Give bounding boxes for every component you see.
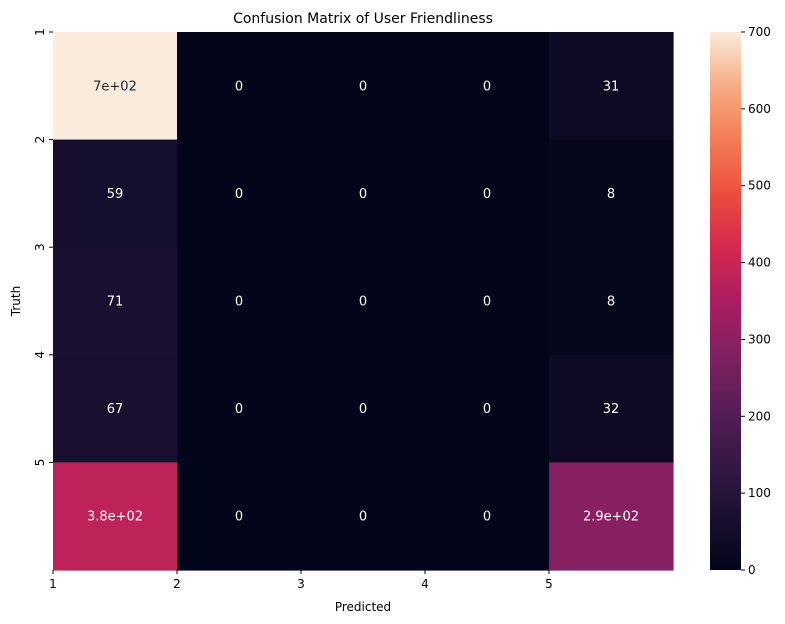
chart-title: Confusion Matrix of User Friendliness [233, 11, 493, 27]
heatmap-cell [301, 32, 426, 141]
cell-annotation: 8 [607, 295, 615, 310]
colorbar-tick-label: 500 [748, 179, 771, 193]
cell-annotation: 67 [107, 402, 124, 417]
cell-annotation: 0 [483, 402, 491, 417]
heatmap-cell [425, 32, 550, 141]
colorbar-tick-label: 600 [748, 102, 771, 116]
x-tick-label: 5 [545, 577, 553, 591]
x-tick-label: 1 [49, 577, 57, 591]
colorbar-tick-label: 200 [748, 409, 771, 423]
cell-annotation: 0 [235, 402, 243, 417]
heatmap-cell [549, 462, 674, 571]
cell-annotation: 59 [107, 187, 124, 202]
y-tick-label: 1 [33, 28, 47, 36]
heatmap-cell [549, 139, 674, 248]
x-tick-label: 4 [421, 577, 429, 591]
heatmap-cell [301, 462, 426, 571]
heatmap-cells [53, 32, 674, 571]
heatmap-cell [549, 354, 674, 463]
heatmap-cell [425, 139, 550, 248]
y-tick-label: 3 [33, 243, 47, 251]
cell-annotation: 0 [483, 79, 491, 94]
heatmap-cell [301, 354, 426, 463]
heatmap-cell [177, 354, 302, 463]
colorbar-tick-label: 300 [748, 332, 771, 346]
cell-annotation: 0 [235, 79, 243, 94]
cell-annotation: 32 [603, 402, 620, 417]
heatmap-cell [177, 462, 302, 571]
cell-annotation: 0 [359, 295, 367, 310]
y-axis-label: Truth [9, 286, 23, 317]
x-tick-label: 3 [297, 577, 305, 591]
heatmap-cell [425, 462, 550, 571]
heatmap-cell [301, 247, 426, 356]
heatmap-cell [53, 247, 178, 356]
colorbar [710, 32, 741, 570]
heatmap-cell [301, 139, 426, 248]
y-tick-label: 5 [33, 459, 47, 467]
heatmap-cell [53, 139, 178, 248]
heatmap-cell [549, 247, 674, 356]
colorbar-ticks: 0 100 200 300 400 500 600 700 [741, 25, 771, 577]
heatmap-cell [53, 32, 178, 141]
cell-annotation: 8 [607, 187, 615, 202]
heatmap-cell [425, 247, 550, 356]
colorbar-tick-label: 100 [748, 486, 771, 500]
y-axis-ticks: 1 2 3 4 5 [33, 28, 53, 466]
cell-annotations: 7e+02 0 0 0 31 59 0 0 0 8 71 0 0 0 8 67 0 0 0 32 3.8e+02 0 0 0 2… [87, 79, 639, 524]
cell-annotation: 0 [483, 510, 491, 525]
cell-annotation: 7e+02 [93, 79, 137, 94]
y-tick-label: 4 [33, 351, 47, 359]
y-tick-label: 2 [33, 136, 47, 144]
cell-annotation: 0 [235, 510, 243, 525]
cell-annotation: 0 [235, 295, 243, 310]
heatmap-cell [177, 247, 302, 356]
colorbar-tick-label: 0 [748, 563, 756, 577]
heatmap-cell [53, 354, 178, 463]
cell-annotation: 0 [359, 402, 367, 417]
cell-annotation: 3.8e+02 [87, 510, 143, 525]
cell-annotation: 0 [359, 187, 367, 202]
colorbar-tick-label: 700 [748, 25, 771, 39]
heatmap-cell [177, 32, 302, 141]
x-axis-label: Predicted [335, 600, 391, 614]
cell-annotation: 0 [235, 187, 243, 202]
heatmap-cell [549, 32, 674, 141]
heatmap-cell [177, 139, 302, 248]
heatmap-cell [425, 354, 550, 463]
cell-annotation: 71 [107, 295, 124, 310]
colorbar-tick-label: 400 [748, 256, 771, 270]
x-tick-label: 2 [173, 577, 181, 591]
cell-annotation: 0 [483, 187, 491, 202]
x-axis-ticks: 1 2 3 4 5 [49, 570, 553, 591]
cell-annotation: 0 [359, 79, 367, 94]
heatmap-cell [53, 462, 178, 571]
cell-annotation: 0 [483, 295, 491, 310]
cell-annotation: 0 [359, 510, 367, 525]
cell-annotation: 31 [603, 79, 620, 94]
cell-annotation: 2.9e+02 [583, 510, 639, 525]
